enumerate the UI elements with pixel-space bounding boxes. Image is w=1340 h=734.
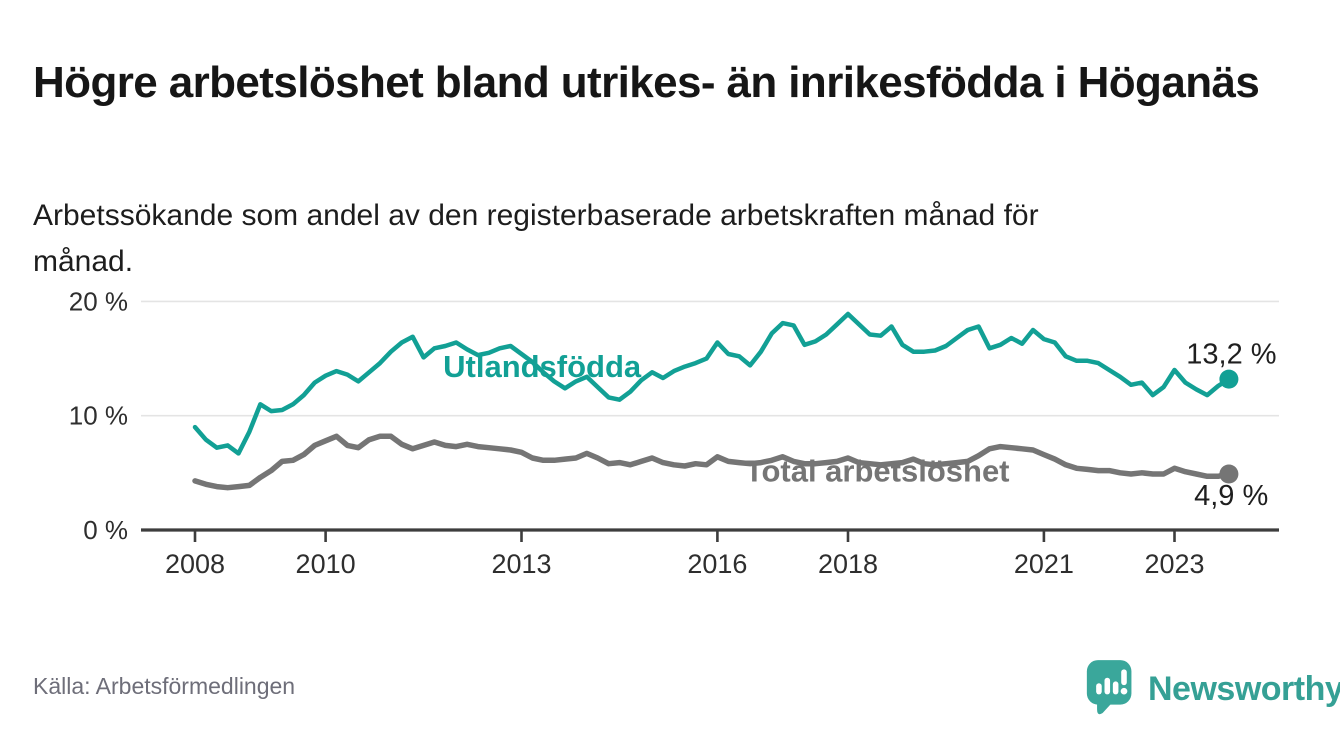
y-tick-label-10: 10 % xyxy=(69,401,128,431)
line-chart: 2008 2010 2013 2016 2018 2021 2023 0 % 10 % 20 % U… xyxy=(0,270,1340,600)
source-note: Källa: Arbetsförmedlingen xyxy=(33,673,296,699)
series-end-dot-total-arbetsl-shet xyxy=(1219,464,1239,484)
series-end-dot-utlandsf-dda xyxy=(1219,369,1239,389)
y-tick-label-0: 0 % xyxy=(83,515,128,545)
series-label-utlandsf-dda: Utlandsfödda xyxy=(443,349,642,384)
x-tick-label-2016: 2016 xyxy=(687,549,747,579)
x-tick-label-2008: 2008 xyxy=(165,549,225,579)
y-tick-label-20: 20 % xyxy=(69,286,128,316)
newsworthy-speech-bubble-bar-chart-icon xyxy=(1085,658,1137,721)
page-title: Högre arbetslöshet bland utrikes- än inr… xyxy=(33,58,1260,108)
series-line-utlandsf-dda xyxy=(192,311,1232,456)
x-tick-label-2010: 2010 xyxy=(296,549,356,579)
x-tick-label-2021: 2021 xyxy=(1014,549,1074,579)
x-tick-label-2023: 2023 xyxy=(1144,549,1204,579)
end-value-label: 13,2 % xyxy=(1186,339,1276,371)
chart-subtitle: Arbetssökande som andel av den registerb… xyxy=(33,199,1039,278)
series-label-total-arbetsl-shet: Total arbetslöshet xyxy=(745,453,1010,488)
x-tick-label-2013: 2013 xyxy=(491,549,551,579)
chart-svg: 2008 2010 2013 2016 2018 2021 2023 0 % 10 % 20 % U… xyxy=(69,286,1279,579)
x-tick-label-2018: 2018 xyxy=(818,549,878,579)
newsworthy-wordmark: Newsworthy xyxy=(1148,670,1340,708)
series-line-total-arbetsl-shet xyxy=(192,433,1232,491)
end-value-label: 4,9 % xyxy=(1194,480,1268,512)
newsworthy-logo: Newsworthy xyxy=(1085,658,1340,721)
